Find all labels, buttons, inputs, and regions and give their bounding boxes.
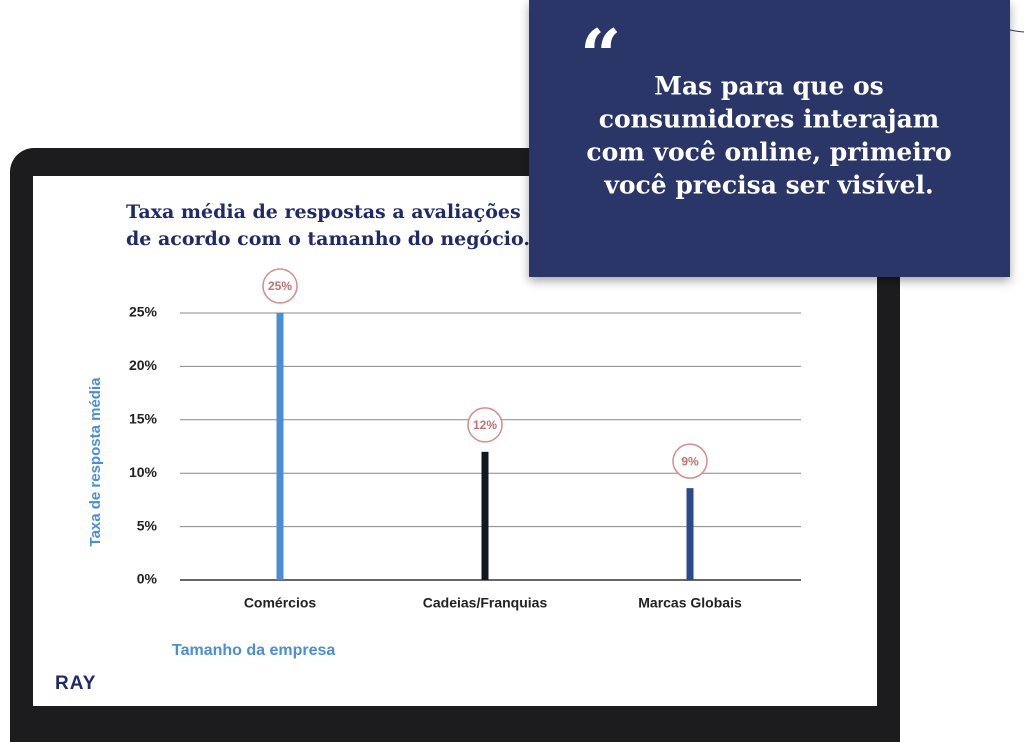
- value-label-badge: [672, 443, 708, 479]
- y-tick-label: 5%: [137, 517, 158, 533]
- quote-line: consumidores interajam: [599, 105, 939, 134]
- y-tick-label: 25%: [129, 304, 158, 320]
- quote-line: Mas para que os: [654, 72, 883, 101]
- y-axis-title: Taxa de resposta média: [87, 377, 104, 547]
- quote-line: você precisa ser visível.: [603, 171, 933, 200]
- chart-title: Taxa média de respostas a avaliações: [126, 201, 521, 223]
- x-tick-label: Marcas Globais: [638, 595, 742, 611]
- y-tick-label: 0%: [137, 571, 158, 587]
- y-tick-label: 10%: [129, 464, 158, 480]
- x-tick-label: Cadeias/Franquias: [423, 595, 548, 611]
- x-tick-label: Comércios: [244, 595, 317, 611]
- x-axis-title: Tamanho da empresa: [172, 642, 335, 659]
- value-label-badge: [467, 407, 503, 443]
- value-label: 25%: [268, 279, 292, 293]
- value-label: 12%: [473, 418, 497, 432]
- quote-mark: “: [580, 13, 621, 98]
- bar: [481, 451, 489, 580]
- bar: [686, 488, 694, 580]
- y-tick-label: 15%: [129, 411, 158, 427]
- value-label-badge: [262, 268, 298, 304]
- chart-title: de acordo com o tamanho do negócio.: [126, 228, 530, 250]
- value-label: 9%: [681, 454, 699, 468]
- quote-box: [529, 0, 1010, 277]
- quote-line: com você online, primeiro: [586, 138, 951, 167]
- quote-text: Mas para que os consumidores interajam com…: [586, 72, 951, 200]
- bar: [276, 313, 284, 580]
- logo: RAY: [55, 673, 96, 694]
- plot: 0% 5% 10% 15% 20% 25% Comércios 25% Cadeias/Fran…: [129, 268, 801, 611]
- y-tick-label: 20%: [129, 357, 158, 373]
